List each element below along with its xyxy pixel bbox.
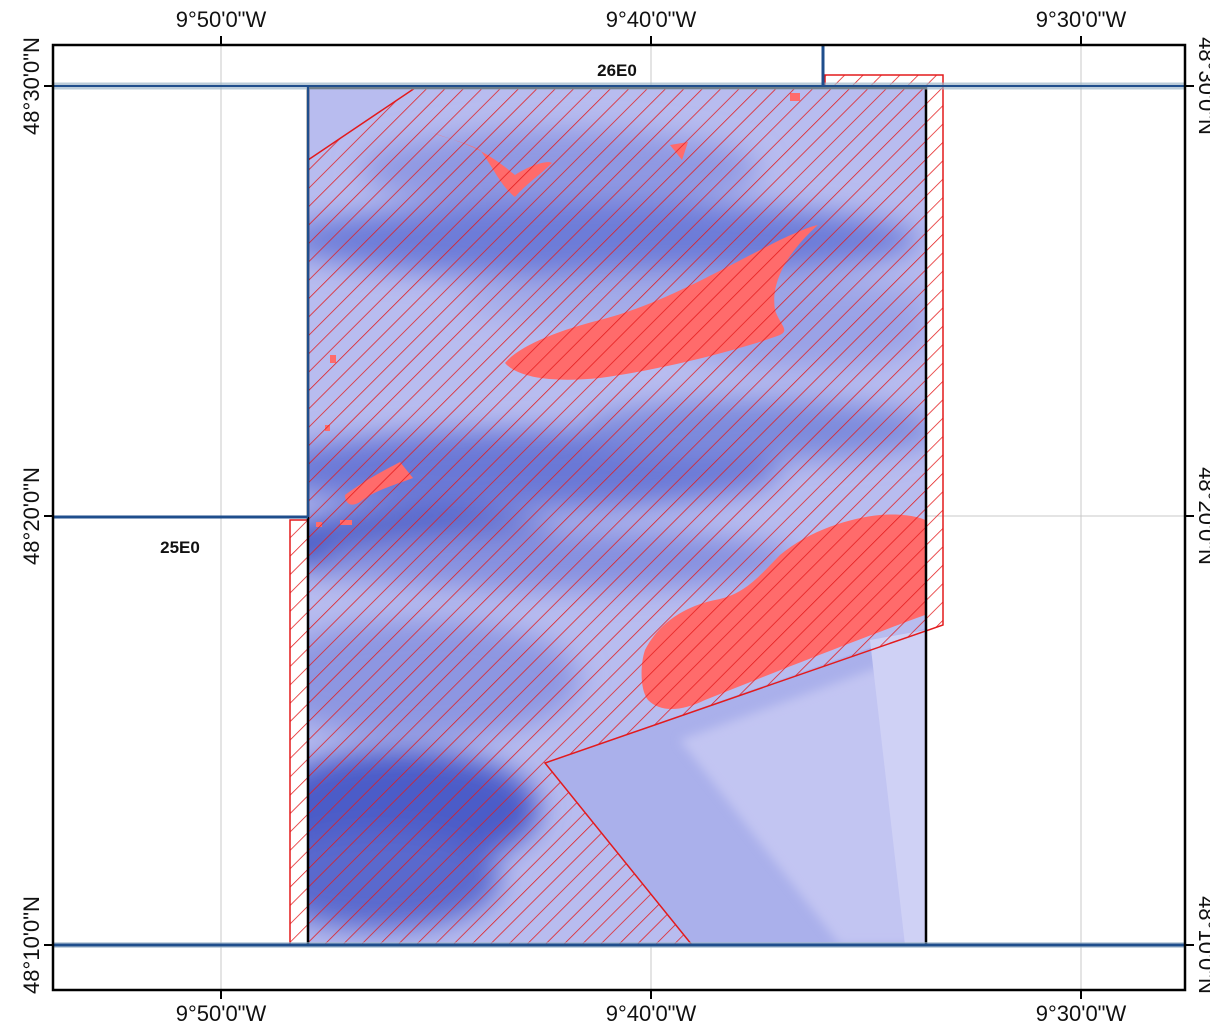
lat-label-right-1: 48°30'0"N bbox=[1194, 37, 1210, 135]
lat-label-right-3: 48°10'0"N bbox=[1194, 896, 1210, 994]
lon-label-bottom-2: 9°40'0"W bbox=[606, 1001, 697, 1026]
lat-label-left-1: 48°30'0"N bbox=[19, 37, 44, 135]
block-label-25e0: 25E0 bbox=[160, 538, 200, 557]
lon-label-top-3: 9°30'0"W bbox=[1036, 7, 1127, 32]
lat-label-left-2: 48°20'0"N bbox=[19, 467, 44, 565]
map-frame bbox=[51, 43, 1187, 992]
lat-label-left-3: 48°10'0"N bbox=[19, 896, 44, 994]
block-label-26e0: 26E0 bbox=[597, 61, 637, 80]
lon-label-bottom-3: 9°30'0"W bbox=[1036, 1001, 1127, 1026]
lon-label-top-2: 9°40'0"W bbox=[606, 7, 697, 32]
lon-label-top-1: 9°50'0"W bbox=[176, 7, 267, 32]
frame-ticks bbox=[44, 36, 1194, 999]
block-boundaries bbox=[53, 45, 1185, 948]
lon-label-bottom-1: 9°50'0"W bbox=[176, 1001, 267, 1026]
hatched-extent-west-strip bbox=[289, 519, 309, 946]
lat-label-right-2: 48°20'0"N bbox=[1194, 467, 1210, 565]
